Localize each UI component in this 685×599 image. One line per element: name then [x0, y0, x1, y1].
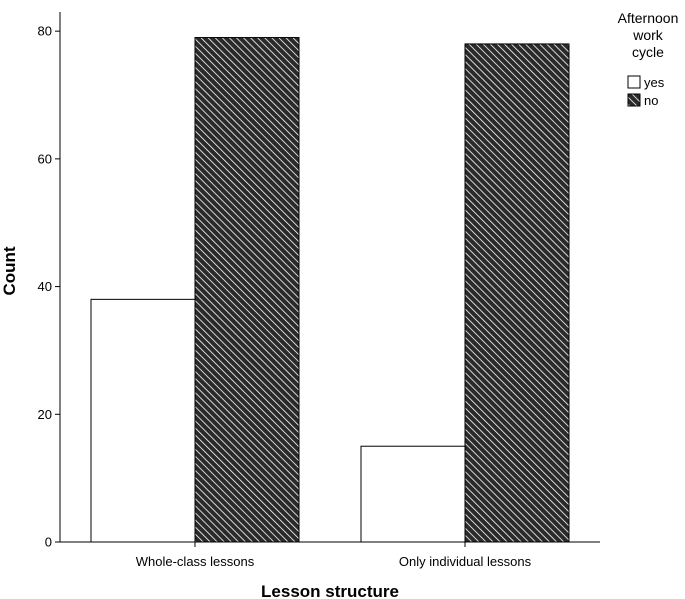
legend-label-yes: yes: [644, 75, 665, 90]
y-ticks: 0 20 40 60 80: [38, 24, 60, 550]
legend: Afternoon work cycle yes no: [618, 10, 679, 108]
x-category-label: Whole-class lessons: [136, 554, 255, 569]
legend-title-line-1: Afternoon: [618, 10, 679, 26]
y-tick-label: 0: [45, 535, 52, 550]
legend-label-no: no: [644, 93, 658, 108]
legend-swatch-no: [627, 93, 641, 107]
bar-yes-1: [360, 445, 466, 543]
bar-no-1: [464, 43, 570, 543]
y-axis-title: Count: [0, 246, 19, 295]
x-category-labels: Whole-class lessons Only individual lesso…: [136, 542, 532, 569]
legend-title-line-2: work: [632, 27, 664, 43]
x-category-label: Only individual lessons: [399, 554, 532, 569]
x-axis-title: Lesson structure: [261, 582, 399, 599]
y-tick-label: 40: [38, 279, 52, 294]
bars: [90, 37, 570, 543]
y-tick-label: 20: [38, 407, 52, 422]
bar-yes-0: [90, 298, 196, 543]
y-tick-label: 60: [38, 151, 52, 166]
legend-swatch-yes: [627, 75, 641, 89]
legend-title-line-3: cycle: [632, 44, 664, 60]
y-tick-label: 80: [38, 24, 52, 39]
bar-no-0: [194, 37, 300, 543]
